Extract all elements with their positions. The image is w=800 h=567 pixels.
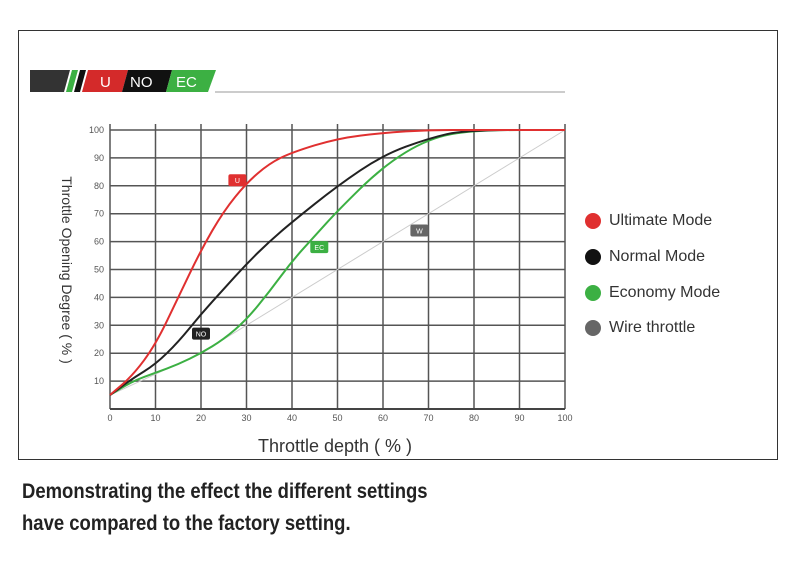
legend-wire: Wire throttle bbox=[585, 319, 695, 337]
x-tick-label: 70 bbox=[423, 413, 433, 423]
normal-icon bbox=[585, 249, 601, 265]
y-tick-label: 20 bbox=[94, 348, 104, 358]
y-tick-label: 10 bbox=[94, 376, 104, 386]
y-axis-label: Throttle Opening Degree ( % ) bbox=[59, 176, 75, 364]
x-tick-label: 30 bbox=[241, 413, 251, 423]
y-tick-label: 80 bbox=[94, 181, 104, 191]
x-axis-label: Throttle depth ( % ) bbox=[258, 436, 412, 456]
series-tag-label: U bbox=[235, 178, 240, 185]
y-tick-label: 40 bbox=[94, 292, 104, 302]
y-tick-label: 60 bbox=[94, 237, 104, 247]
x-tick-label: 90 bbox=[514, 413, 524, 423]
series-line-ec bbox=[109, 129, 565, 396]
x-tick-label: 0 bbox=[107, 413, 112, 423]
legend-economy: Economy Mode bbox=[585, 284, 720, 302]
caption-line-1: Demonstrating the effect the different s… bbox=[22, 480, 428, 503]
caption-line-2: have compared to the factory setting. bbox=[22, 512, 351, 535]
legend-label: Economy Mode bbox=[609, 284, 721, 301]
x-tick-label: 100 bbox=[557, 413, 572, 423]
logo-rule bbox=[215, 91, 565, 93]
ultimate-icon bbox=[585, 213, 601, 229]
series-tag-u bbox=[228, 174, 247, 187]
x-tick-label: 80 bbox=[469, 413, 479, 423]
logo-u: U bbox=[100, 74, 111, 91]
series-tag-ec bbox=[310, 241, 329, 254]
legend-ultimate: Ultimate Mode bbox=[585, 212, 712, 230]
y-tick-label: 50 bbox=[94, 265, 104, 275]
logo-no: NO bbox=[130, 74, 153, 91]
series-tag-w bbox=[410, 224, 429, 237]
y-tick-label: 90 bbox=[94, 153, 104, 163]
y-tick-label: 70 bbox=[94, 209, 104, 219]
y-tick-label: 100 bbox=[89, 125, 104, 135]
series-line-u bbox=[109, 128, 565, 396]
logo-ec: EC bbox=[176, 74, 197, 91]
legend-label: Normal Mode bbox=[609, 248, 706, 265]
y-tick-label: 30 bbox=[94, 320, 104, 330]
x-tick-label: 50 bbox=[332, 413, 342, 423]
legend-label: Ultimate Mode bbox=[609, 212, 713, 229]
series-line-no bbox=[109, 129, 565, 396]
x-tick-label: 60 bbox=[378, 413, 388, 423]
chart-frame bbox=[18, 30, 778, 460]
series-tag-label: EC bbox=[314, 245, 324, 252]
mode-logo: U NO EC bbox=[30, 70, 216, 92]
legend-normal: Normal Mode bbox=[585, 248, 705, 266]
legend-label: Wire throttle bbox=[609, 319, 696, 336]
series-tag-no bbox=[192, 327, 210, 340]
caption: Demonstrating the effect the different s… bbox=[22, 476, 428, 540]
x-tick-label: 10 bbox=[150, 413, 160, 423]
series-tag-label: W bbox=[416, 228, 423, 235]
series-tag-label: NO bbox=[196, 332, 207, 339]
x-tick-label: 20 bbox=[196, 413, 206, 423]
x-tick-label: 40 bbox=[287, 413, 297, 423]
economy-icon bbox=[585, 285, 601, 301]
wire-icon bbox=[585, 320, 601, 336]
